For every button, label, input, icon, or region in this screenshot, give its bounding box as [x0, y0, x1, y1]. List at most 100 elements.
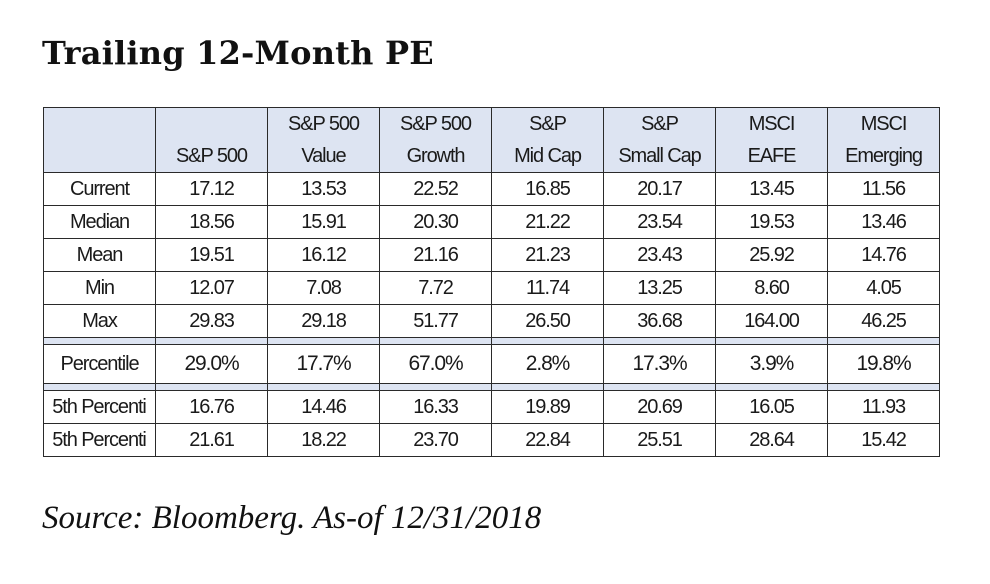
- table-cell: 19.89: [491, 390, 604, 424]
- table-cell: 25.92: [715, 238, 828, 272]
- table-cell: 2.8%: [491, 344, 604, 384]
- table-row: Max 29.83 29.18 51.77 26.50 36.68 164.00 46.25: [43, 304, 940, 338]
- separator-cell: [379, 383, 492, 391]
- separator-cell: [827, 383, 940, 391]
- separator-cell: [267, 383, 380, 391]
- table-cell: 13.53: [267, 172, 380, 206]
- table-cell: 8.60: [715, 271, 828, 305]
- table-cell: 36.68: [603, 304, 716, 338]
- table-cell: 19.53: [715, 205, 828, 239]
- header-corner: [43, 107, 156, 140]
- table-cell: 29.18: [267, 304, 380, 338]
- table-cell: 12.07: [155, 271, 268, 305]
- separator-cell: [715, 337, 828, 345]
- separator-cell: [155, 383, 268, 391]
- row-label: 5th Percenti: [43, 423, 156, 457]
- table-cell: 26.50: [491, 304, 604, 338]
- row-label: 5th Percenti: [43, 390, 156, 424]
- table-cell: 11.74: [491, 271, 604, 305]
- table-cell: 11.93: [827, 390, 940, 424]
- table-body: Current 17.12 13.53 22.52 16.85 20.17 13.45 11.…: [43, 172, 940, 457]
- table-cell: 46.25: [827, 304, 940, 338]
- table-row: 5th Percenti 21.61 18.22 23.70 22.84 25.51 28.…: [43, 423, 940, 457]
- row-label: Min: [43, 271, 156, 305]
- column-header-line2: Mid Cap: [491, 140, 604, 173]
- table-cell: 4.05: [827, 271, 940, 305]
- column-header-line2: Small Cap: [603, 140, 716, 173]
- row-label: Current: [43, 172, 156, 206]
- column-header-line1: S&P 500: [267, 107, 380, 140]
- table-row: Min 12.07 7.08 7.72 11.74 13.25 8.60 4.05: [43, 271, 940, 305]
- table-header: S&P 500 S&P 500 S&P S&P MSCI MSCI S&P 500 Valu…: [43, 107, 940, 173]
- table-cell: 20.30: [379, 205, 492, 239]
- separator-cell: [827, 337, 940, 345]
- table-cell: 67.0%: [379, 344, 492, 384]
- table-cell: 21.22: [491, 205, 604, 239]
- table-cell: 11.56: [827, 172, 940, 206]
- row-label: Mean: [43, 238, 156, 272]
- column-header-line1: S&P 500: [379, 107, 492, 140]
- table-cell: 19.51: [155, 238, 268, 272]
- table-cell: 7.72: [379, 271, 492, 305]
- table-cell: 29.83: [155, 304, 268, 338]
- separator-cell: [715, 383, 828, 391]
- separator-cell: [43, 337, 156, 345]
- table-cell: 16.05: [715, 390, 828, 424]
- table-cell: 7.08: [267, 271, 380, 305]
- table-cell: 13.46: [827, 205, 940, 239]
- row-label: Median: [43, 205, 156, 239]
- separator-cell: [603, 383, 716, 391]
- table-cell: 29.0%: [155, 344, 268, 384]
- row-label: Percentile: [43, 344, 156, 384]
- table-cell: 22.52: [379, 172, 492, 206]
- table-cell: 3.9%: [715, 344, 828, 384]
- table-cell: 13.45: [715, 172, 828, 206]
- table-cell: 25.51: [603, 423, 716, 457]
- table-cell: 16.33: [379, 390, 492, 424]
- separator-cell: [379, 337, 492, 345]
- table-cell: 15.42: [827, 423, 940, 457]
- table-cell: 16.85: [491, 172, 604, 206]
- table-cell: 23.43: [603, 238, 716, 272]
- table-cell: 17.12: [155, 172, 268, 206]
- table-cell: 14.46: [267, 390, 380, 424]
- table-cell: 17.3%: [603, 344, 716, 384]
- separator-cell: [603, 337, 716, 345]
- column-header-line1: MSCI: [827, 107, 940, 140]
- column-header-line1: [155, 107, 268, 140]
- table-cell: 15.91: [267, 205, 380, 239]
- separator-cell: [491, 383, 604, 391]
- table-cell: 21.16: [379, 238, 492, 272]
- column-header-line1: S&P: [603, 107, 716, 140]
- column-header-line2: Emerging: [827, 140, 940, 173]
- table-cell: 21.23: [491, 238, 604, 272]
- table-cell: 22.84: [491, 423, 604, 457]
- table-cell: 21.61: [155, 423, 268, 457]
- table-cell: 51.77: [379, 304, 492, 338]
- table-cell: 17.7%: [267, 344, 380, 384]
- table-cell: 16.12: [267, 238, 380, 272]
- page-title: Trailing 12-Month PE: [42, 34, 434, 72]
- column-header-line1: S&P: [491, 107, 604, 140]
- table-row: Median 18.56 15.91 20.30 21.22 23.54 19.53 13.4…: [43, 205, 940, 239]
- separator-cell: [267, 337, 380, 345]
- table-row: 5th Percenti 16.76 14.46 16.33 19.89 20.69 16.…: [43, 390, 940, 424]
- row-separator: [43, 337, 940, 345]
- table-cell: 13.25: [603, 271, 716, 305]
- column-header-line2: S&P 500: [155, 140, 268, 173]
- table-cell: 23.54: [603, 205, 716, 239]
- table-cell: 20.69: [603, 390, 716, 424]
- table-cell: 28.64: [715, 423, 828, 457]
- pe-table: S&P 500 S&P 500 S&P S&P MSCI MSCI S&P 500 Valu…: [43, 107, 940, 457]
- table-cell: 19.8%: [827, 344, 940, 384]
- column-header-line2: EAFE: [715, 140, 828, 173]
- separator-cell: [43, 383, 156, 391]
- table-cell: 18.22: [267, 423, 380, 457]
- table-cell: 164.00: [715, 304, 828, 338]
- table-cell: 23.70: [379, 423, 492, 457]
- table-cell: 16.76: [155, 390, 268, 424]
- table-cell: 18.56: [155, 205, 268, 239]
- row-label: Max: [43, 304, 156, 338]
- table-row: Percentile 29.0% 17.7% 67.0% 2.8% 17.3% 3.9% 19…: [43, 344, 940, 384]
- row-separator: [43, 383, 940, 391]
